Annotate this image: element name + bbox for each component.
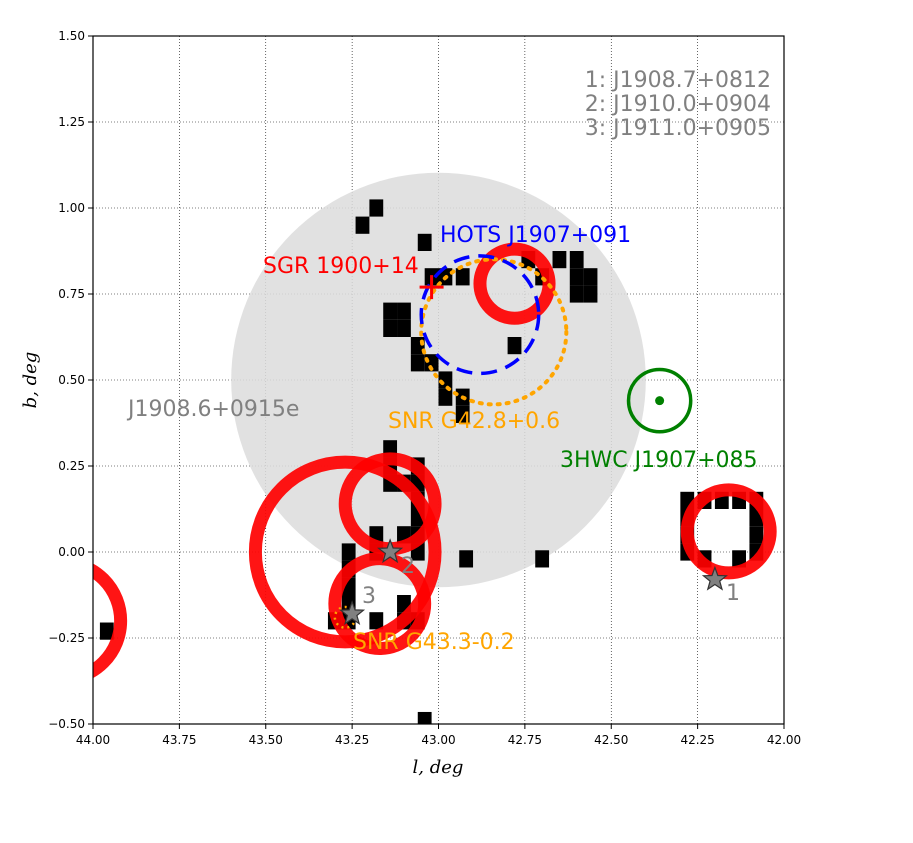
significance-pixel (397, 302, 411, 320)
x-tick-label: 42.00 (767, 733, 801, 747)
significance-pixel (383, 319, 398, 337)
significance-pixel (369, 612, 384, 630)
annotations: 1: J1908.7+0812 2: J1910.0+0904 3: J1911… (126, 68, 771, 655)
x-tick-label: 42.25 (680, 733, 714, 747)
y-tick-label: −0.50 (48, 717, 85, 731)
snr-g42-label: SNR G42.8+0.6 (388, 409, 560, 434)
significance-pixel (507, 337, 522, 355)
hawc-label: 3HWC J1907+085 (560, 448, 758, 473)
significance-pixel (535, 550, 550, 568)
overlay-layer (333, 254, 728, 629)
x-tick-label: 43.25 (335, 733, 369, 747)
significance-pixel (383, 302, 398, 320)
star-1-label: 1 (726, 581, 740, 606)
x-axis-label: l, deg (413, 757, 464, 778)
significance-pixel (417, 711, 432, 724)
fermi-source-star (339, 600, 366, 626)
hawc-dot (655, 396, 665, 406)
significance-pixel (397, 319, 411, 337)
significance-pixel (569, 285, 584, 303)
significance-pixel (417, 233, 432, 251)
hots-label: HOTS J1907+091 (440, 223, 631, 248)
x-tick-label: 43.00 (421, 733, 455, 747)
y-tick-label: −0.25 (48, 631, 85, 645)
significance-pixel (369, 199, 384, 217)
x-tick-label: 43.75 (162, 733, 196, 747)
significance-pixel (355, 216, 370, 234)
significance-pixel (583, 285, 598, 303)
x-tick-label: 42.50 (594, 733, 628, 747)
significance-pixel (583, 268, 598, 286)
snr-g43-label: SNR G43.3-0.2 (353, 630, 515, 655)
significance-pixel (552, 251, 567, 269)
y-tick-label: 1.50 (58, 29, 85, 43)
key-line-2: 2: J1910.0+0904 (585, 92, 771, 117)
significance-pixel (732, 550, 746, 568)
significance-pixel (569, 251, 584, 269)
y-tick-label: 1.00 (58, 201, 85, 215)
y-axis-label: b, deg (20, 352, 41, 409)
significance-pixel (749, 526, 764, 544)
red-circle-layer (93, 242, 777, 679)
x-tick-label: 44.00 (76, 733, 110, 747)
significance-pixel (569, 268, 584, 286)
fermi-source-star (701, 565, 728, 591)
significance-pixel (410, 354, 425, 372)
key-line-1: 1: J1908.7+0812 (585, 68, 771, 93)
y-tick-label: 1.25 (58, 115, 85, 129)
star-2-label: 2 (401, 554, 415, 579)
red-circle (248, 455, 442, 649)
y-tick-label: 0.25 (58, 459, 85, 473)
significance-pixel (455, 268, 470, 286)
red-circle (93, 563, 128, 679)
fermi-source-star (377, 538, 404, 564)
ticks: 44.00 43.75 43.50 43.25 43.00 42.75 42.50 42.25… (48, 29, 801, 747)
y-tick-label: 0.75 (58, 287, 85, 301)
significance-pixel (99, 622, 114, 640)
key-line-3: 3: J1911.0+0905 (585, 116, 771, 141)
hots-circle (419, 254, 541, 376)
red-circle (680, 483, 777, 580)
significance-pixel (455, 405, 470, 423)
significance-pixel (459, 550, 474, 568)
sgr-label: SGR 1900+14 (263, 254, 419, 279)
extended-source-label: J1908.6+0915e (126, 397, 299, 422)
x-tick-label: 43.50 (249, 733, 283, 747)
significance-pixel (341, 543, 356, 561)
y-tick-label: 0.00 (58, 545, 85, 559)
hawc-circle (626, 367, 693, 434)
red-circle (328, 552, 432, 656)
star-3-label: 3 (362, 584, 376, 609)
y-tick-label: 0.50 (58, 373, 85, 387)
x-tick-label: 42.75 (508, 733, 542, 747)
significance-pixel (438, 388, 453, 406)
